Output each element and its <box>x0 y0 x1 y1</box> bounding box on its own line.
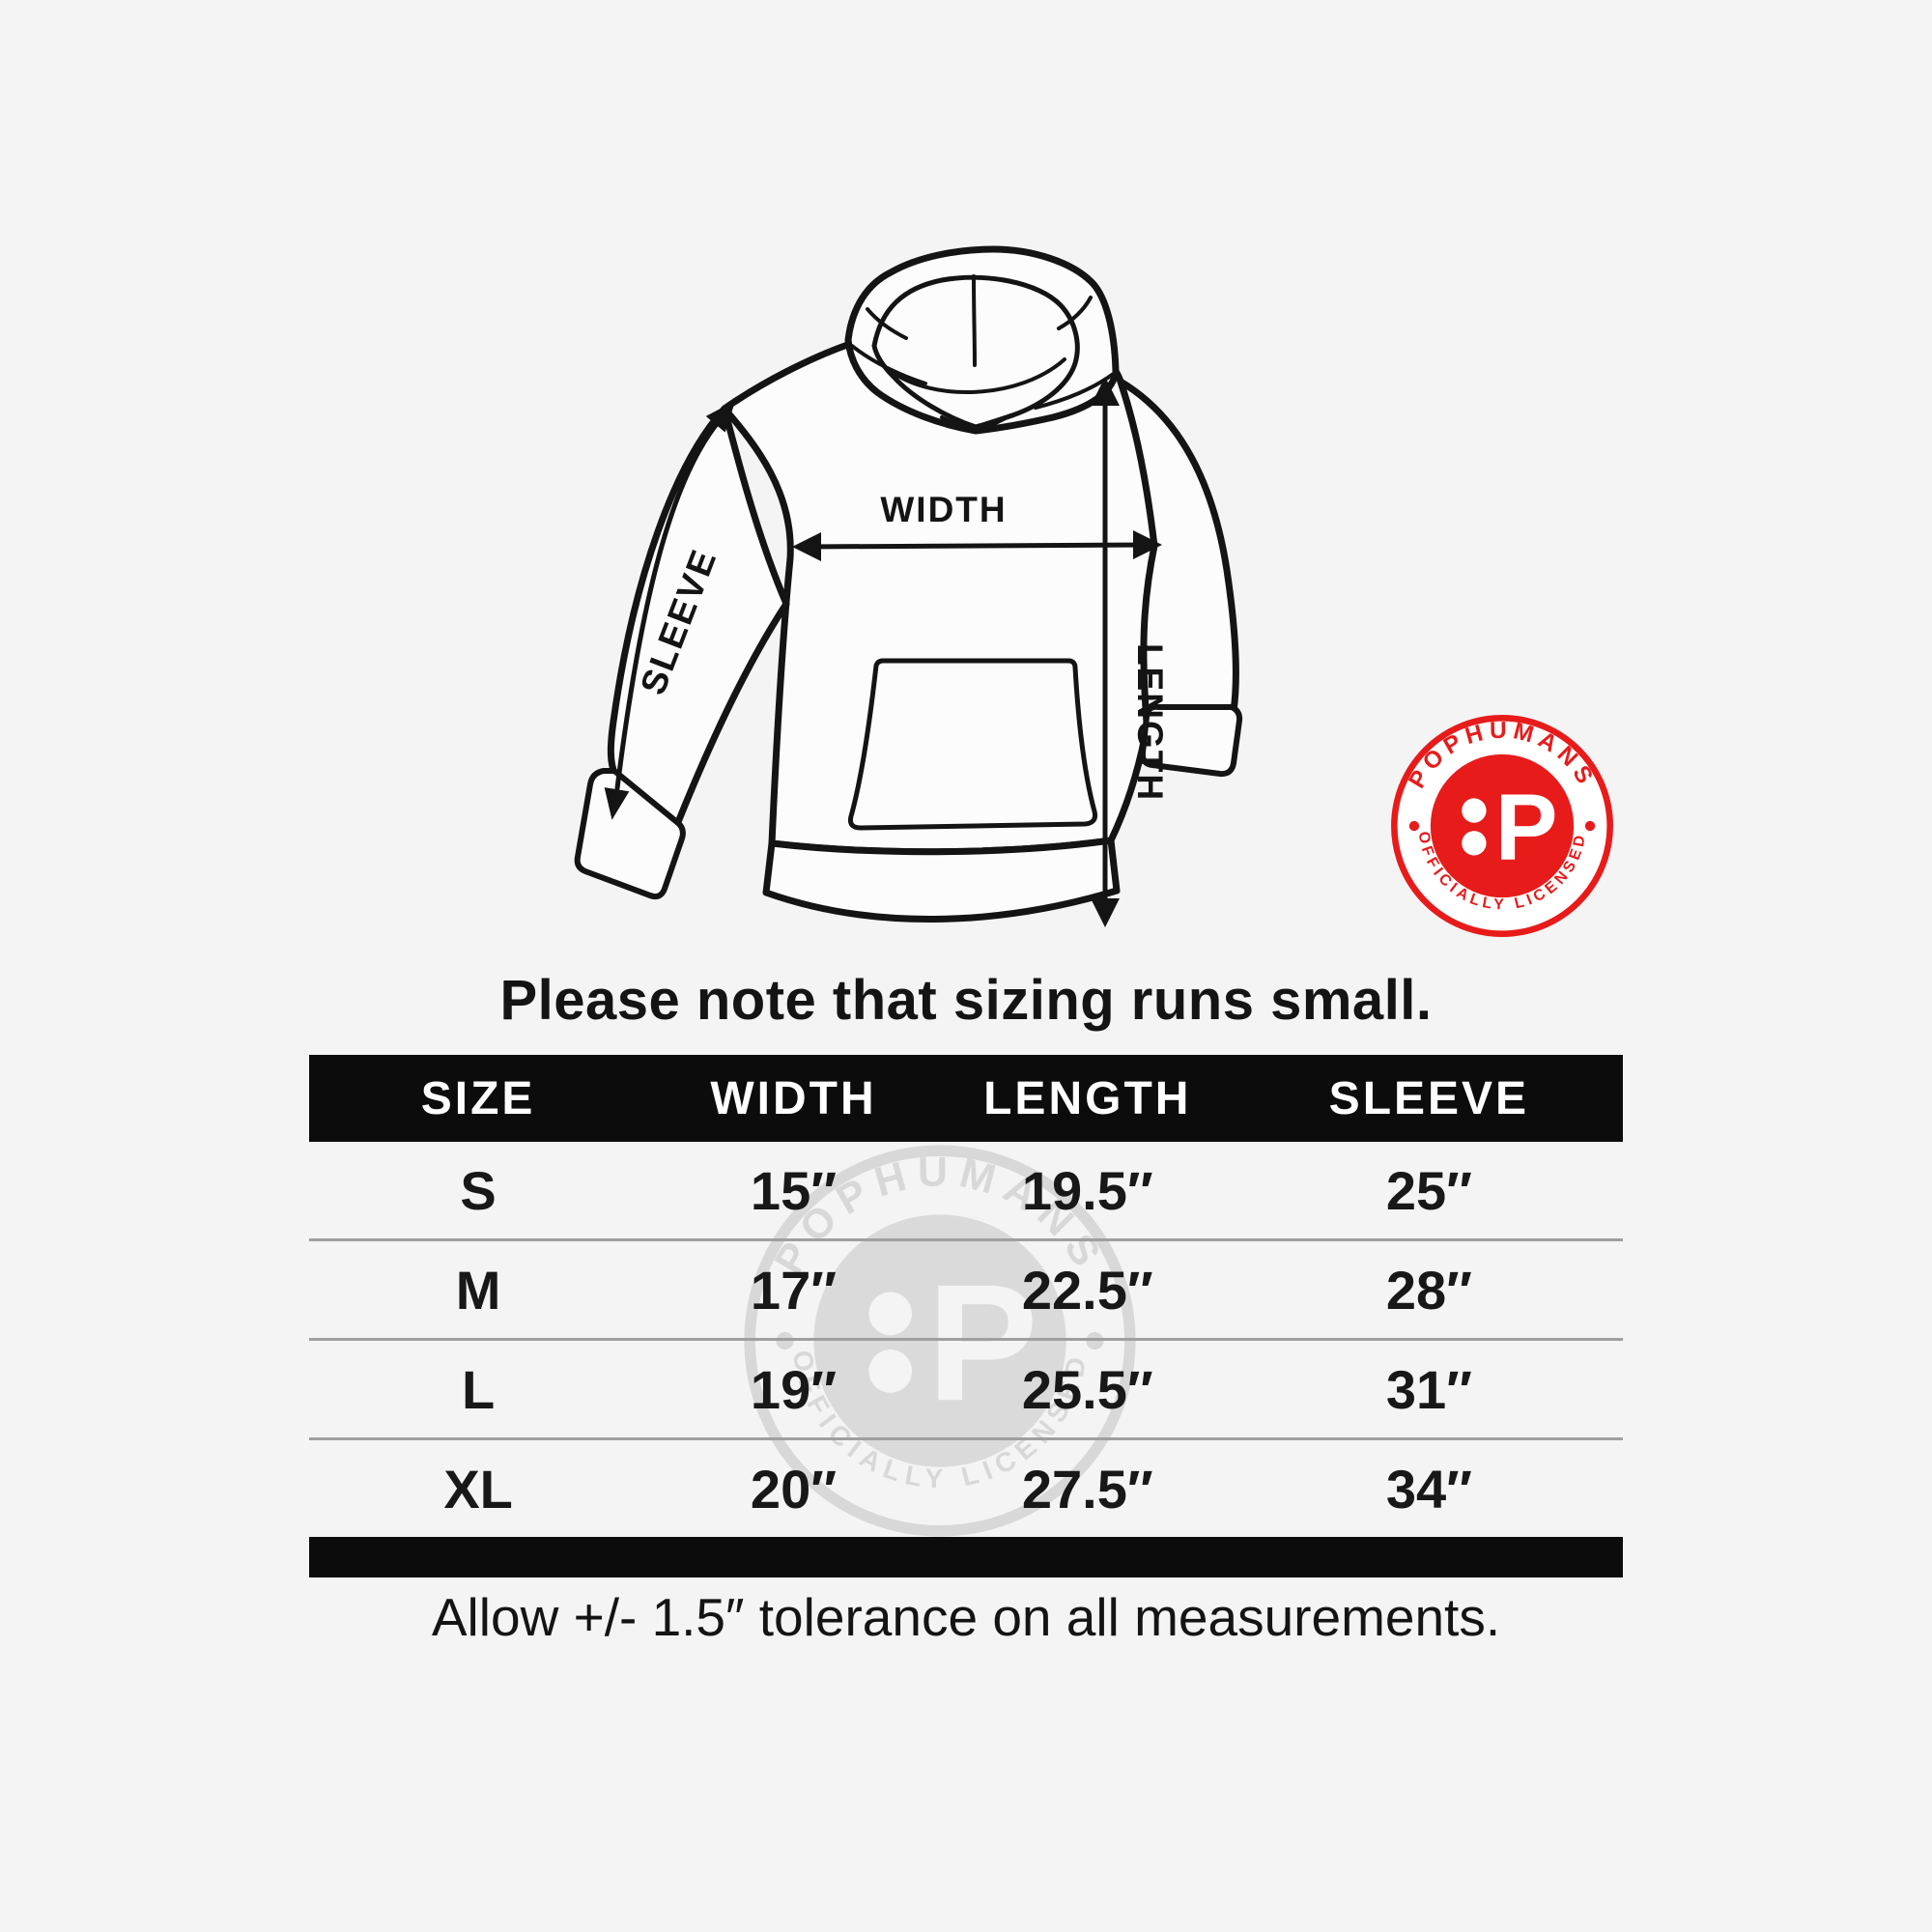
table-row-m: M 17″ 22.5″ 28″ <box>309 1238 1623 1338</box>
cell-width: 20″ <box>750 1458 838 1520</box>
hoodie-hem <box>762 837 1121 923</box>
length-arrow <box>1091 377 1120 927</box>
width-arrow <box>792 530 1162 561</box>
badge-dot-right <box>1584 820 1596 832</box>
cell-sleeve: 28″ <box>1385 1259 1472 1321</box>
width-label: WIDTH <box>880 490 1007 529</box>
cell-length: 19.5″ <box>1021 1159 1153 1221</box>
cell-sleeve: 34″ <box>1385 1458 1472 1520</box>
table-row-xl: XL 20″ 27.5″ 34″ <box>309 1437 1623 1537</box>
tolerance-note: Allow +/- 1.5″ tolerance on all measurem… <box>431 1587 1501 1647</box>
table-row-l: L 19″ 25.5″ 31″ <box>309 1338 1623 1437</box>
cell-size: S <box>460 1159 497 1221</box>
hood-v-fold-right <box>974 413 1012 433</box>
size-chart-header: SIZE WIDTH LENGTH SLEEVE <box>309 1055 1623 1142</box>
brand-badge: POPHUMANS OFFICIALLY LICENSED P <box>1391 715 1613 937</box>
cell-length: 25.5″ <box>1021 1358 1153 1420</box>
cell-size: M <box>455 1259 501 1321</box>
badge-dot-left <box>1408 820 1420 832</box>
hood-crease-left <box>866 307 908 340</box>
watermark-dot-right <box>1086 1331 1104 1350</box>
table-row-s: S 15″ 19.5″ 25″ <box>309 1142 1623 1238</box>
cell-size: XL <box>443 1458 513 1520</box>
badge-colon-top <box>1462 798 1487 823</box>
watermark-colon-top <box>868 1292 913 1336</box>
cell-width: 17″ <box>750 1259 838 1321</box>
watermark-outer-ring <box>744 1145 1136 1537</box>
size-chart-table: SIZE WIDTH LENGTH SLEEVE S 15″ 19.5″ 25″… <box>309 1055 1623 1577</box>
cell-width: 19″ <box>750 1358 838 1420</box>
sizing-note: Please note that sizing runs small. <box>499 969 1433 1032</box>
header-cell-sleeve: SLEEVE <box>1328 1072 1530 1124</box>
hood-back-panel-line <box>889 357 1066 394</box>
watermark-monogram: P <box>927 1250 1038 1435</box>
table-bottom-bar <box>309 1537 1623 1577</box>
cell-width: 15″ <box>750 1159 838 1221</box>
header-cell-width: WIDTH <box>710 1072 877 1124</box>
cell-size: L <box>461 1358 496 1420</box>
hoodie-left-sleeve <box>607 405 790 831</box>
badge-colon-bottom <box>1462 831 1487 856</box>
cell-length: 22.5″ <box>1021 1259 1153 1321</box>
hood-collar-line-left <box>850 344 927 385</box>
hood-center-seam <box>972 274 977 367</box>
hoodie-right-cuff <box>1139 703 1243 778</box>
header-cell-length: LENGTH <box>983 1072 1192 1124</box>
watermark-badge: POPHUMANS OFFICIALLY LICENSED P <box>744 1145 1136 1537</box>
length-label: LENGTH <box>1130 643 1170 802</box>
hood-crease-right <box>1057 296 1093 330</box>
badge-inner-disc <box>1430 753 1575 898</box>
header-cell-size: SIZE <box>420 1072 536 1124</box>
hoodie-pocket <box>848 658 1097 831</box>
watermark-dot-left <box>776 1331 794 1350</box>
cell-sleeve: 31″ <box>1385 1358 1472 1420</box>
hoodie-left-cuff <box>574 768 686 900</box>
watermark-colon-bottom <box>868 1350 913 1393</box>
sleeve-arrow <box>604 400 736 820</box>
cell-sleeve: 25″ <box>1385 1159 1472 1221</box>
hoodie-diagram: WIDTH LENGTH SLEEVE <box>574 245 1243 927</box>
cell-length: 27.5″ <box>1021 1458 1153 1520</box>
watermark-inner-disc <box>813 1214 1066 1467</box>
badge-monogram: P <box>1494 775 1557 880</box>
